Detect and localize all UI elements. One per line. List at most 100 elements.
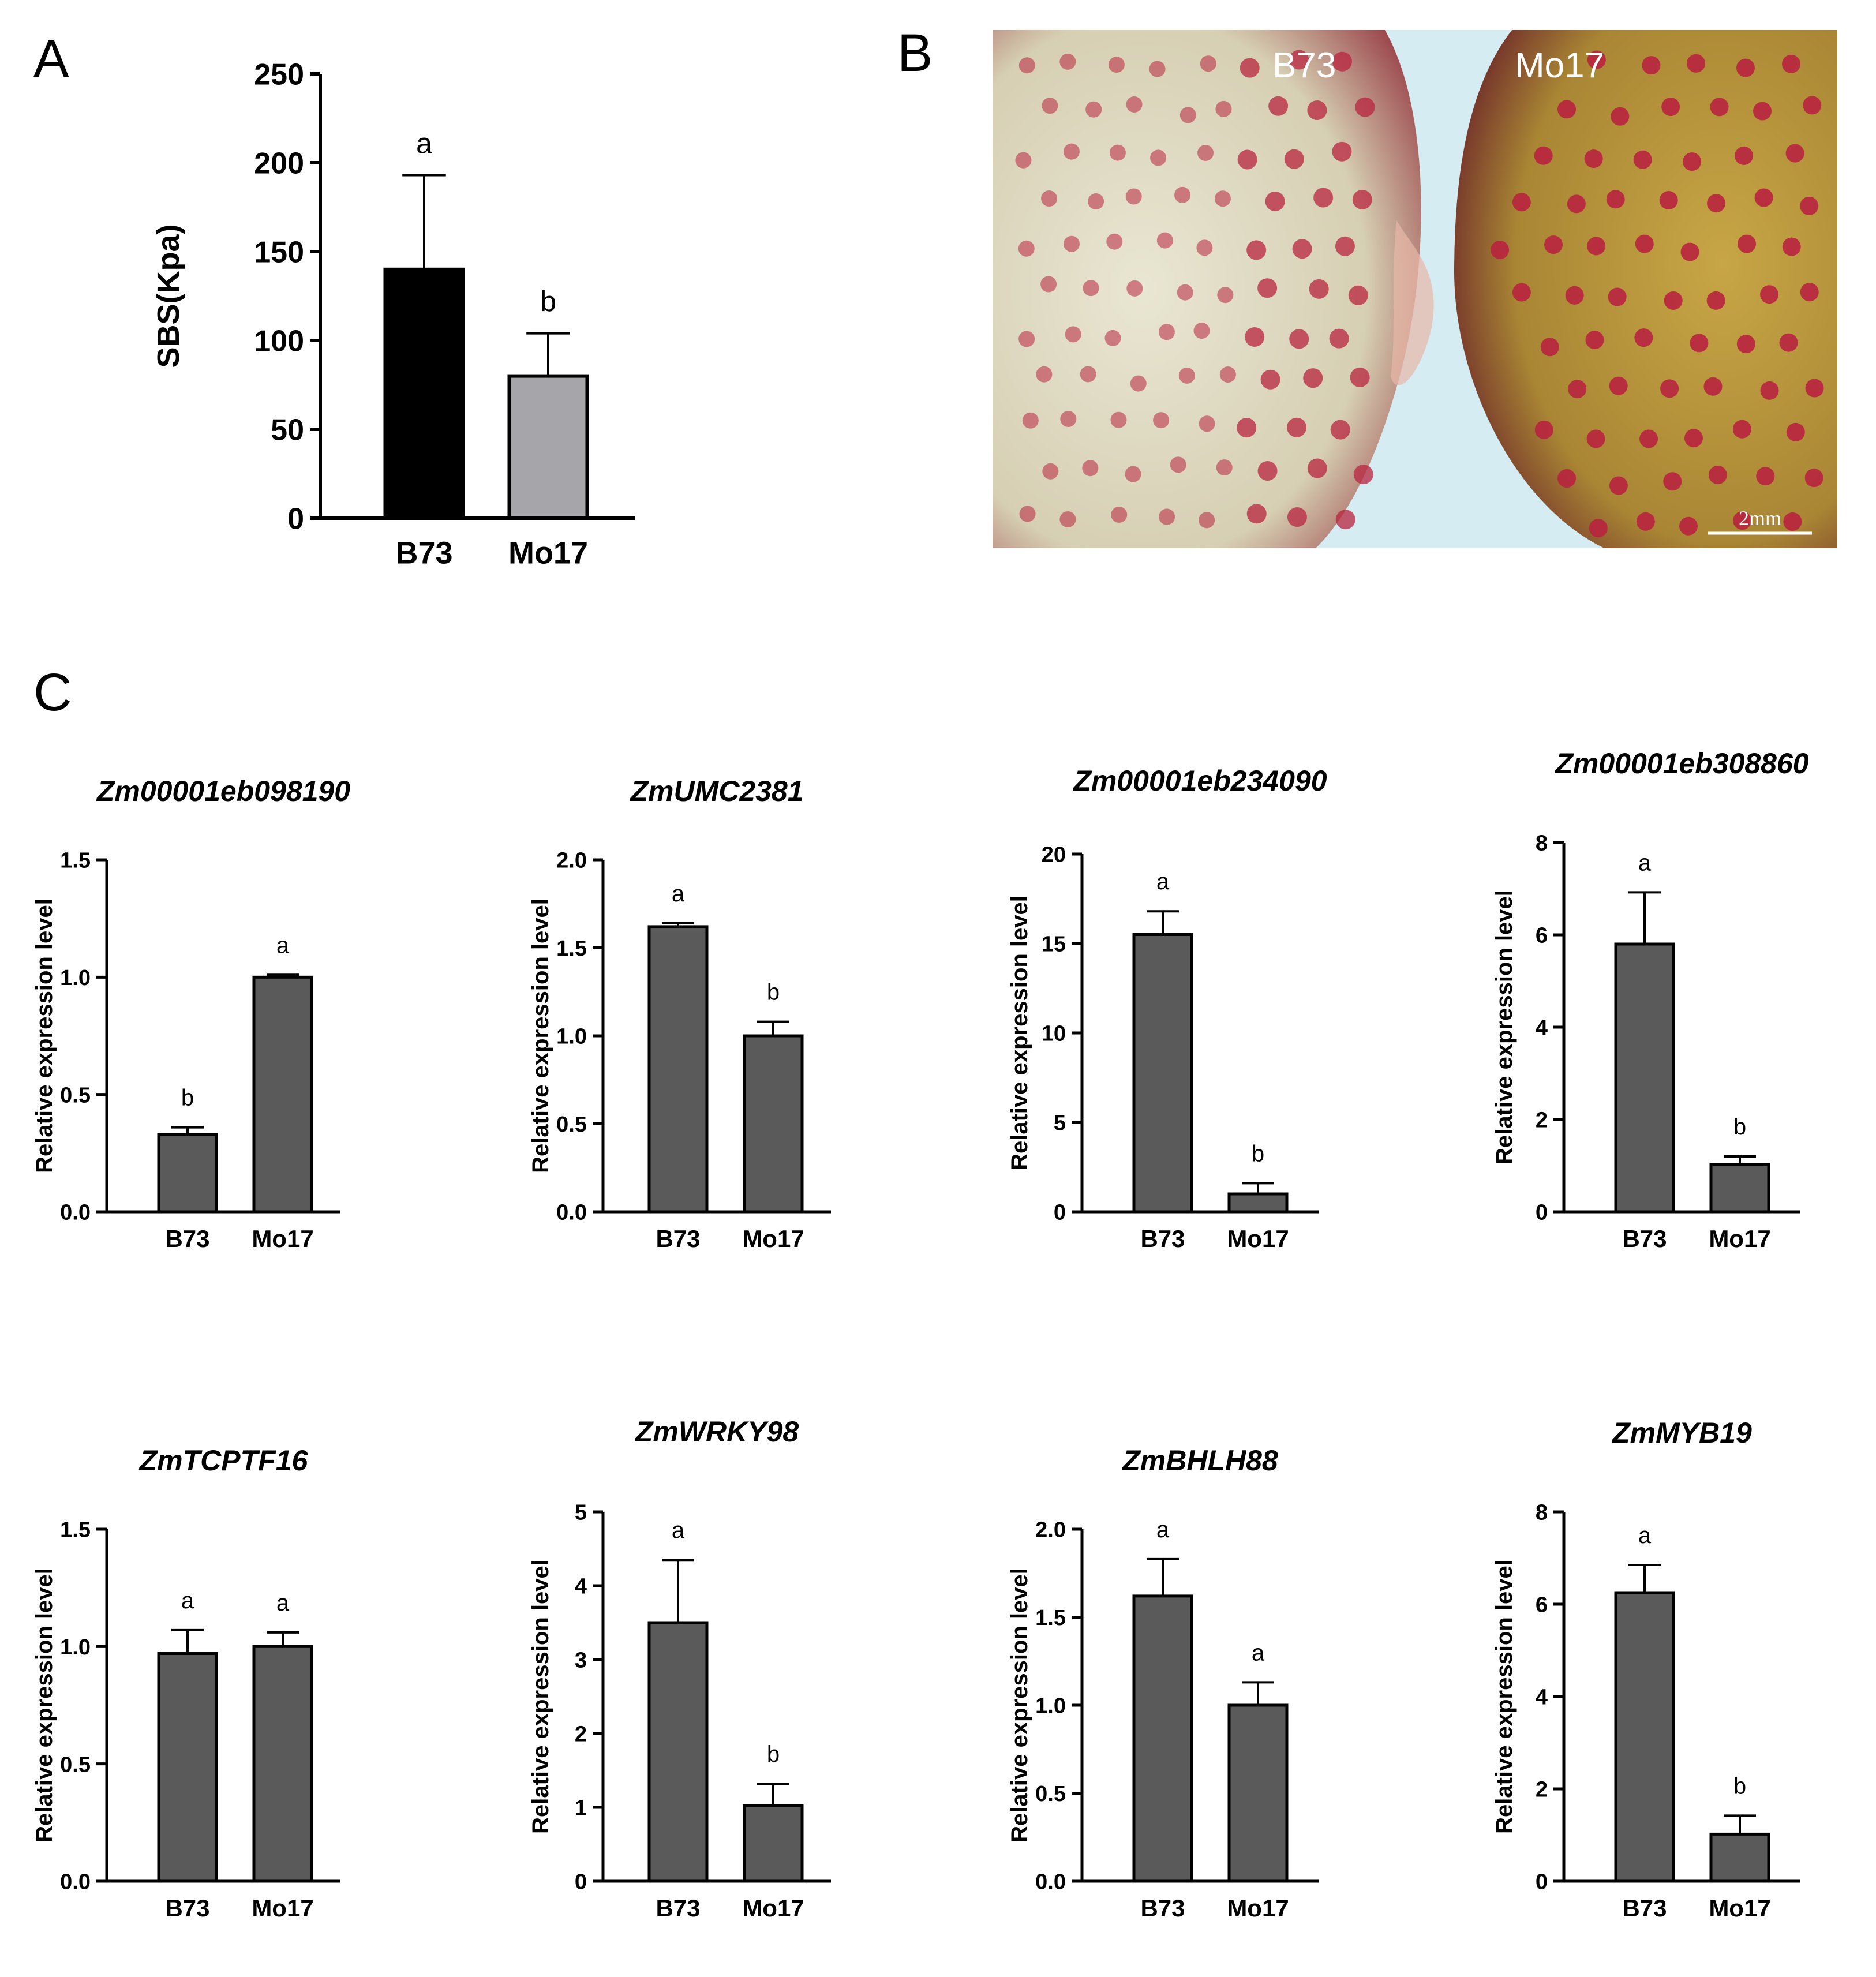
vascular-bundle — [1170, 456, 1186, 473]
y-tick-label: 0 — [287, 503, 304, 536]
y-tick-label: 1.5 — [60, 849, 91, 873]
vascular-bundle — [1754, 188, 1773, 207]
vascular-bundle — [1307, 458, 1327, 478]
vascular-bundle — [1059, 53, 1076, 70]
vascular-bundle — [1753, 102, 1772, 121]
vascular-bundle — [1125, 188, 1142, 205]
vascular-bundle — [1335, 236, 1355, 256]
vascular-bundle — [1268, 96, 1289, 116]
chart-title: ZmBHLH88 — [1121, 1444, 1278, 1477]
category-label: Mo17 — [742, 1225, 804, 1252]
vascular-bundle — [1805, 379, 1824, 398]
vascular-bundle — [1634, 328, 1653, 347]
y-tick-label: 2 — [1536, 1109, 1548, 1133]
y-tick-label: 1.0 — [60, 966, 91, 990]
vascular-bundles — [1015, 50, 1824, 538]
vascular-bundle — [1779, 333, 1798, 352]
vascular-bundle — [1199, 415, 1215, 432]
bar-b73 — [647, 925, 709, 1214]
panel-label-a: A — [33, 29, 69, 88]
y-tick-label: 0 — [1536, 1201, 1548, 1225]
bar-b73 — [1614, 942, 1675, 1214]
y-tick-label: 2.0 — [556, 849, 587, 873]
y-tick-label: 0.0 — [556, 1201, 587, 1225]
vascular-bundle — [1565, 286, 1584, 305]
category-label: B73 — [1622, 1894, 1667, 1922]
y-tick-label: 250 — [254, 58, 304, 92]
vascular-bundle — [1736, 335, 1755, 354]
chart-title: Zm00001eb098190 — [96, 775, 350, 807]
vascular-bundle — [1659, 191, 1678, 210]
vascular-bundle — [1664, 291, 1683, 310]
category-label: B73 — [1140, 1894, 1185, 1922]
vascular-bundle — [1642, 56, 1661, 75]
bar-b73 — [1132, 1594, 1193, 1883]
vascular-bundle — [1200, 55, 1216, 72]
vascular-bundle — [1042, 98, 1058, 114]
vascular-bundle — [1313, 188, 1334, 208]
vascular-bundle — [1063, 143, 1080, 160]
vascular-bundle — [1265, 191, 1285, 211]
vascular-bundle — [1153, 412, 1170, 429]
significance-letter: a — [1638, 1523, 1652, 1548]
expression-chart-6: ZmWRKY98 Relative expression level 0 1 2 3 4 5 a… — [528, 1420, 831, 1922]
vascular-bundle — [1257, 461, 1278, 481]
vascular-bundle — [1080, 366, 1096, 383]
vascular-bundle — [1177, 284, 1193, 301]
vascular-bundle — [1587, 237, 1606, 256]
vascular-bundle — [1042, 463, 1059, 480]
vascular-bundle — [1782, 54, 1801, 73]
vascular-bundle — [1585, 331, 1604, 350]
category-label: B73 — [1140, 1225, 1185, 1252]
vascular-bundle — [1684, 429, 1703, 448]
vascular-bundle — [1332, 51, 1352, 72]
significance-letter: b — [540, 286, 556, 318]
significance-letter: a — [181, 1588, 194, 1613]
bar-mo17 — [1709, 1163, 1770, 1214]
category-label: Mo17 — [1709, 1894, 1770, 1922]
vascular-bundle — [1246, 240, 1267, 260]
vascular-bundle — [1584, 149, 1603, 169]
y-tick-label: 2 — [1536, 1778, 1548, 1802]
y-tick-label: 0.0 — [1035, 1870, 1066, 1894]
y-tick-label: 1.0 — [1035, 1694, 1066, 1718]
vascular-bundle — [1257, 278, 1278, 298]
vascular-bundle — [1544, 235, 1563, 254]
vascular-bundle — [1083, 280, 1099, 297]
vascular-bundle — [1606, 190, 1625, 209]
y-tick-label: 0 — [1536, 1870, 1548, 1894]
vascular-bundle — [1782, 237, 1801, 256]
y-tick-label: 15 — [1042, 933, 1066, 957]
y-axis-label: Relative expression level — [32, 1568, 57, 1843]
vascular-bundle — [1245, 327, 1265, 347]
vascular-bundle — [1018, 57, 1035, 74]
bar-b73 — [157, 1652, 218, 1883]
vascular-bundle — [1540, 338, 1559, 357]
vascular-bundle — [1736, 58, 1755, 77]
category-label: B73 — [395, 536, 452, 570]
bar-mo17 — [1227, 1192, 1289, 1214]
significance-letter: b — [181, 1085, 194, 1111]
y-tick-label: 0.5 — [60, 1753, 91, 1777]
category-label: Mo17 — [1709, 1225, 1770, 1252]
vascular-bundle — [1683, 152, 1702, 171]
vascular-bundle — [1193, 323, 1210, 339]
vascular-bundle — [1179, 107, 1196, 123]
significance-letter: a — [276, 933, 290, 958]
vascular-bundle — [1215, 100, 1232, 117]
chart-title: ZmMYB19 — [1611, 1420, 1752, 1449]
vascular-bundle — [1216, 459, 1233, 476]
vascular-bundle — [1738, 234, 1757, 253]
vascular-bundle — [1783, 512, 1802, 531]
y-tick-label: 2 — [575, 1723, 587, 1747]
vascular-bundle — [1679, 516, 1698, 536]
y-axis-label: Relative expression level — [1007, 896, 1032, 1170]
y-tick-label: 150 — [254, 236, 304, 269]
vascular-bundle — [1329, 328, 1349, 349]
y-tick-label: 4 — [1536, 1016, 1548, 1040]
vascular-bundle — [1534, 146, 1553, 165]
category-label: Mo17 — [508, 536, 588, 570]
vascular-bundle — [1609, 376, 1628, 395]
vascular-bundle — [1609, 476, 1628, 495]
bar-mo17 — [1227, 1703, 1289, 1883]
